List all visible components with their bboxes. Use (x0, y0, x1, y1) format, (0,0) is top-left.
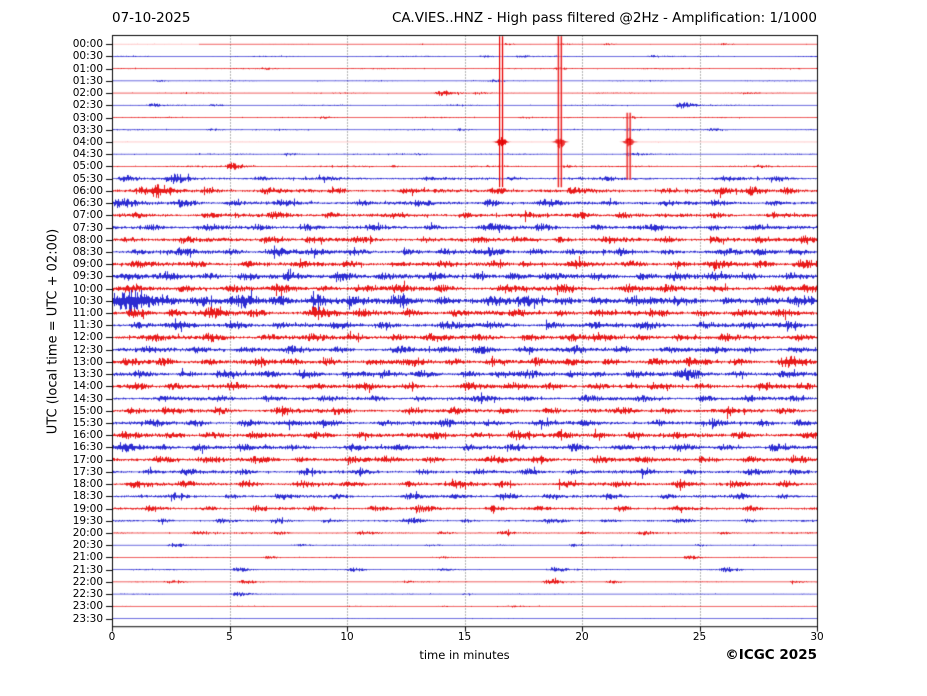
y-tick-label: 16:00 (72, 429, 103, 442)
x-tick-label: 0 (108, 631, 116, 643)
x-tick-label: 25 (692, 631, 707, 643)
y-tick-label: 03:30 (72, 123, 103, 136)
y-tick-label: 06:00 (72, 184, 103, 197)
y-tick-label: 01:30 (72, 74, 103, 87)
y-tick-label: 07:30 (72, 221, 103, 234)
plot-title: CA.VIES..HNZ - High pass filtered @2Hz -… (392, 10, 817, 26)
x-tick-label: 10 (340, 631, 354, 643)
y-tick-label: 11:00 (72, 307, 103, 320)
y-tick-label: 10:30 (72, 294, 103, 307)
x-tick-label: 30 (810, 631, 824, 643)
copyright-text: ©ICGC 2025 (725, 647, 817, 663)
y-tick-label: 05:00 (72, 160, 103, 173)
y-tick-label: 14:30 (72, 392, 103, 405)
y-tick-label: 13:30 (72, 368, 103, 381)
y-tick-label: 20:00 (72, 527, 103, 539)
y-tick-label: 08:30 (72, 245, 103, 258)
y-tick-label: 06:30 (72, 197, 103, 210)
y-tick-label: 19:00 (72, 502, 103, 515)
y-tick-label: 20:30 (72, 539, 103, 552)
y-tick-label: 00:00 (72, 38, 103, 51)
y-tick-label: 03:00 (72, 111, 103, 124)
y-tick-label: 00:30 (72, 50, 103, 63)
y-tick-label: 23:30 (72, 612, 103, 625)
y-tick-label: 04:30 (72, 148, 103, 161)
y-tick-label: 11:30 (72, 319, 103, 332)
y-tick-label: 16:30 (72, 441, 103, 454)
y-tick-label: 09:00 (72, 258, 103, 271)
y-tick-label: 18:00 (72, 478, 103, 491)
y-tick-label: 13:00 (72, 355, 103, 368)
y-tick-label: 02:00 (72, 87, 103, 100)
y-tick-label: 04:00 (72, 135, 103, 148)
y-tick-label: 12:00 (72, 331, 103, 344)
x-tick-label: 20 (575, 631, 589, 643)
y-tick-label: 22:30 (72, 588, 103, 601)
y-tick-label: 23:00 (72, 600, 103, 613)
y-tick-label: 21:00 (72, 551, 103, 564)
y-tick-label: 12:30 (72, 343, 103, 356)
date-title: 07-10-2025 (112, 10, 191, 26)
x-tick-label: 15 (457, 631, 472, 643)
x-axis-label: time in minutes (419, 648, 510, 662)
y-tick-label: 21:30 (72, 563, 103, 576)
y-tick-label: 01:00 (72, 62, 103, 75)
y-tick-label: 18:30 (72, 490, 103, 503)
x-tick-label: 5 (226, 631, 233, 643)
y-tick-label: 14:00 (72, 380, 103, 393)
y-tick-label: 15:00 (72, 404, 103, 417)
y-tick-label: 07:00 (72, 209, 103, 222)
y-tick-label: 08:00 (72, 233, 103, 246)
y-tick-label: 02:30 (72, 99, 103, 112)
y-tick-label: 05:30 (72, 172, 103, 185)
y-tick-label: 15:30 (72, 417, 103, 430)
y-tick-label: 22:00 (72, 575, 103, 588)
y-tick-label: 17:00 (72, 453, 103, 466)
y-tick-label: 09:30 (72, 270, 103, 283)
y-tick-label: 19:30 (72, 514, 103, 527)
y-tick-label: 17:30 (72, 465, 103, 478)
y-tick-label: 10:00 (72, 282, 103, 295)
